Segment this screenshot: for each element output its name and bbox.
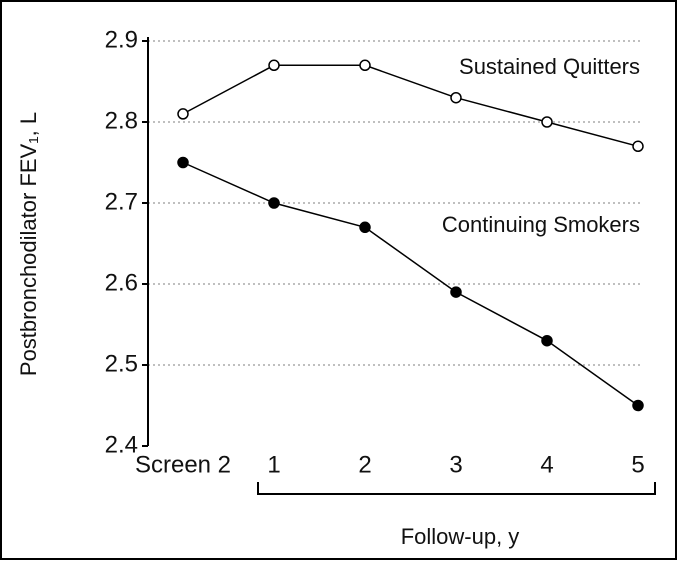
y-tick-label: 2.5	[105, 350, 138, 377]
series-line	[182, 161, 639, 407]
y-tick-label: 2.8	[105, 107, 138, 134]
y-tick-label: 2.7	[105, 188, 138, 215]
data-point	[541, 116, 553, 128]
x-tick-label: 4	[540, 451, 553, 478]
data-point	[359, 59, 371, 72]
data-point	[450, 91, 462, 104]
series-label: Continuing Smokers	[442, 212, 640, 237]
data-point	[268, 197, 280, 209]
x-tick-label: Screen 2	[135, 451, 231, 478]
data-point	[359, 221, 371, 234]
y-tick-label: 2.6	[105, 269, 138, 296]
y-tick-label: 2.4	[105, 431, 138, 458]
data-point	[541, 334, 553, 347]
y-tick-label: 2.9	[105, 26, 138, 53]
data-point	[632, 140, 644, 153]
x-tick-label: 1	[267, 451, 280, 478]
data-point	[177, 156, 189, 169]
follow-up-bracket	[257, 482, 656, 495]
x-tick-label: 3	[449, 451, 462, 478]
x-tick-label: 2	[358, 451, 371, 478]
y-axis-label: Postbronchodilator FEV₁, L	[16, 112, 41, 376]
x-axis-label: Follow-up, y	[401, 524, 520, 549]
x-tick-label: 5	[631, 451, 644, 478]
data-point	[450, 286, 462, 298]
series-label: Sustained Quitters	[459, 54, 640, 79]
data-point	[177, 108, 189, 120]
data-point	[632, 399, 644, 412]
data-point	[268, 59, 280, 72]
series-line	[182, 64, 639, 148]
